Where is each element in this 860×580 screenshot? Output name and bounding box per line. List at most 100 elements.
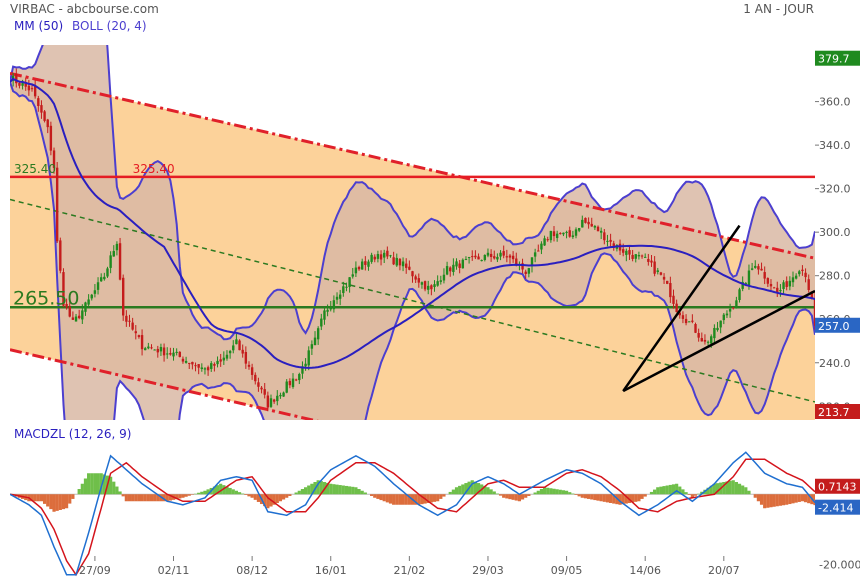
candle <box>162 343 166 362</box>
candle <box>323 306 326 325</box>
candle <box>147 342 150 350</box>
macd-bar <box>539 489 544 495</box>
candle <box>210 361 213 372</box>
candle <box>172 347 175 361</box>
candle <box>282 391 285 397</box>
macd-bar <box>712 483 716 495</box>
macd-bar <box>763 494 767 509</box>
macd-bar <box>58 494 62 510</box>
macd-bar <box>382 494 386 502</box>
candle <box>40 100 43 119</box>
macd-bar <box>502 494 506 498</box>
macd-bar <box>300 489 305 495</box>
macd-bar <box>65 494 69 509</box>
candle <box>194 362 197 372</box>
price-tick-label: 280.0 <box>819 270 851 283</box>
candlestick-series <box>11 68 815 412</box>
macd-bar <box>429 494 433 503</box>
candle <box>464 256 468 261</box>
candle <box>675 299 678 313</box>
macd-bar <box>222 485 226 495</box>
macd-bar <box>458 485 462 495</box>
candle <box>700 332 703 342</box>
candle <box>15 68 18 88</box>
macd-bar <box>329 483 333 495</box>
macd-bar <box>536 490 540 495</box>
candle <box>175 348 178 356</box>
macd-axis: -20.000 <box>819 558 860 571</box>
macd-bar <box>432 494 437 502</box>
candle <box>436 275 439 287</box>
candle <box>776 281 779 297</box>
macd-bar <box>71 494 75 499</box>
x-tick-label: 08/12 <box>236 564 268 577</box>
candle <box>338 289 342 306</box>
macd-bar <box>725 481 729 495</box>
macd-bar <box>348 486 352 495</box>
macd-bar <box>335 484 339 495</box>
candle <box>763 266 766 285</box>
macd-bar <box>281 494 286 500</box>
macd-bar <box>580 494 584 498</box>
macd-bar <box>30 494 34 502</box>
macd-bar <box>653 489 657 495</box>
candle <box>260 385 263 394</box>
candle <box>77 309 81 320</box>
candle <box>508 253 512 264</box>
moving-average-line <box>10 77 815 369</box>
macd-bar <box>442 494 446 497</box>
macd-bar <box>775 494 779 507</box>
macd-bar <box>747 490 751 495</box>
macd-bar <box>187 494 191 496</box>
x-tick-label: 29/03 <box>472 564 504 577</box>
macd-bar <box>319 481 323 495</box>
macd-bar <box>363 492 367 495</box>
macd-main-line <box>10 451 815 576</box>
macd-bar <box>77 489 81 495</box>
macd-bar <box>662 486 666 495</box>
macd-bar <box>675 483 679 495</box>
resistance-label-right: 325.40 <box>133 162 175 176</box>
candle <box>722 313 726 325</box>
candle <box>99 273 103 282</box>
macd-bar <box>215 485 220 495</box>
macd-bar <box>83 478 88 495</box>
candle <box>225 350 229 361</box>
candle <box>577 227 581 233</box>
candle <box>408 260 411 271</box>
macd-bar <box>420 494 424 505</box>
macd-bar <box>417 494 421 505</box>
macd-bar <box>583 494 588 499</box>
macd-bar <box>706 487 710 495</box>
candle <box>452 258 455 276</box>
macd-bar <box>256 494 261 502</box>
macd-bar <box>234 490 239 495</box>
candle <box>68 300 71 318</box>
macd-bar <box>794 494 798 503</box>
macd-bar <box>49 494 53 510</box>
macd-bar <box>602 494 606 502</box>
price-tick-label: 360.0 <box>819 96 851 109</box>
candle <box>166 347 169 359</box>
macd-bar <box>392 494 396 505</box>
macd-bar <box>404 494 408 505</box>
candle <box>244 346 248 369</box>
macd-bar <box>524 494 528 498</box>
macd-bar <box>297 490 301 495</box>
candle <box>291 373 295 389</box>
candle <box>801 265 804 276</box>
macd-bar <box>486 487 490 495</box>
macd-bar <box>237 492 242 495</box>
macd-signal-line <box>10 458 815 577</box>
bollinger-legend: BOLL (20, 4) <box>72 19 147 33</box>
candle <box>200 363 204 372</box>
macd-bar <box>341 485 345 495</box>
candle <box>326 304 329 317</box>
candle <box>697 328 700 342</box>
macd-bar <box>791 494 795 504</box>
candle <box>389 254 392 258</box>
candle <box>480 259 483 262</box>
candle <box>754 260 757 269</box>
candle <box>216 356 219 368</box>
macd-bar <box>454 487 459 495</box>
